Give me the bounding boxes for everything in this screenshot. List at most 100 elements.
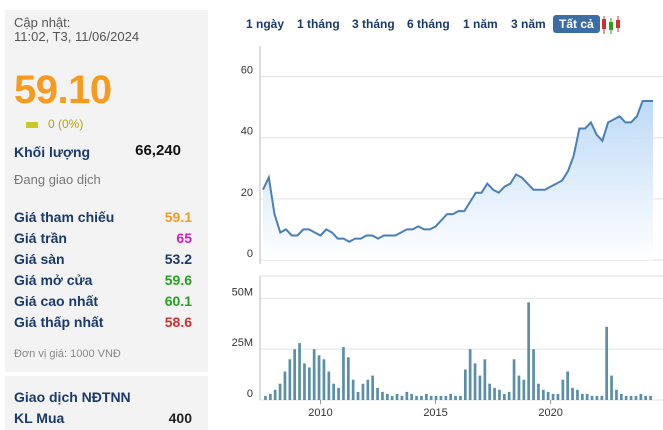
volume-bar <box>595 395 599 400</box>
foreign-trade-title: Giao dịch NĐTNN <box>14 389 131 405</box>
volume-bar <box>439 395 443 400</box>
price-y-tick-label: 20 <box>241 187 253 199</box>
volume-bar <box>498 389 501 400</box>
tab-1-year[interactable]: 1 năm <box>463 17 498 31</box>
volume-bar <box>322 359 326 400</box>
volume-bar <box>273 389 277 400</box>
volume-bar <box>410 393 413 400</box>
tab-3-months[interactable]: 3 tháng <box>352 17 395 31</box>
volume-bar <box>405 391 409 400</box>
volume-bar <box>308 367 311 400</box>
volume-bar <box>478 375 482 400</box>
ref-price-value: 59.1 <box>164 209 192 225</box>
volume-bar <box>483 359 487 400</box>
volume-bar <box>283 371 287 400</box>
floor-price-label: Giá sàn <box>14 251 65 267</box>
high-price-label: Giá cao nhất <box>14 293 99 309</box>
volume-bar <box>605 326 608 400</box>
volume-y-tick-label: 50M <box>232 286 253 298</box>
tab-3-years[interactable]: 3 năm <box>511 17 546 31</box>
volume-bar <box>532 349 535 400</box>
volume-bar <box>517 375 521 400</box>
x-tick-label: 2020 <box>538 407 562 419</box>
volume-bar <box>464 369 467 400</box>
open-price-label: Giá mở cửa <box>14 272 93 288</box>
volume-bar <box>420 395 423 400</box>
volume-bar <box>386 393 389 400</box>
volume-bar <box>488 383 491 400</box>
volume-bar <box>415 395 418 400</box>
volume-bar <box>512 359 516 400</box>
unit-note: Đơn vị giá: 1000 VNĐ <box>14 348 121 360</box>
volume-bar <box>468 349 472 400</box>
volume-bar <box>444 395 448 400</box>
price-volume-chart: 0 20 40 60 0 25M 50M 2010 2015 2020 <box>232 46 663 419</box>
volume-bar <box>312 349 316 400</box>
tab-1-day[interactable]: 1 ngày <box>246 17 285 31</box>
price-y-tick-label: 40 <box>241 126 253 138</box>
volume-bar <box>551 393 555 400</box>
volume-bar <box>425 393 428 400</box>
x-tick-label: 2015 <box>423 407 447 419</box>
candlestick-chart-icon[interactable] <box>600 14 622 36</box>
tab-1-month[interactable]: 1 tháng <box>297 17 340 31</box>
no-change-icon <box>26 122 38 128</box>
volume-y-tick-label: 25M <box>232 337 253 349</box>
volume-bar <box>303 363 306 400</box>
volume-bar <box>546 391 550 400</box>
tab-all[interactable]: Tất cả <box>553 15 600 33</box>
volume-bar <box>264 395 267 400</box>
high-price-value: 60.1 <box>164 293 192 309</box>
ceiling-price-label: Giá trần <box>14 230 67 246</box>
low-price-value: 58.6 <box>164 314 192 330</box>
volume-bar <box>454 395 457 400</box>
volume-bar <box>342 347 345 400</box>
buy-volume-value: 400 <box>168 410 192 426</box>
volume-bar <box>639 393 643 400</box>
ceiling-price-value: 65 <box>176 230 192 246</box>
volume-bar <box>351 379 355 400</box>
low-price-label: Giá thấp nhất <box>14 314 104 330</box>
open-price-value: 59.6 <box>164 272 192 288</box>
volume-bar <box>600 395 604 400</box>
price-change: 0 (0%) <box>48 117 84 131</box>
volume-bar <box>449 393 452 400</box>
volume-bar <box>293 349 296 400</box>
volume-bar <box>434 395 438 400</box>
volume-bar <box>634 395 638 400</box>
trading-status: Đang giao dịch <box>14 172 101 187</box>
volume-label: Khối lượng <box>14 144 91 160</box>
volume-bar <box>590 395 594 400</box>
volume-bar <box>649 395 652 400</box>
volume-bar <box>376 387 379 400</box>
update-time: 11:02, T3, 11/06/2024 <box>14 29 140 44</box>
volume-bar <box>620 393 623 400</box>
volume-bar <box>337 387 340 400</box>
volume-bar <box>381 391 384 400</box>
volume-bar <box>400 395 404 400</box>
volume-bar <box>503 393 506 400</box>
volume-bar <box>644 395 647 400</box>
volume-bar <box>493 387 496 400</box>
update-label: Cập nhật: <box>14 15 71 30</box>
volume-bar <box>522 379 526 400</box>
volume-bar <box>327 371 331 400</box>
volume-bar <box>390 395 394 400</box>
volume-bar <box>527 302 530 400</box>
tab-6-months[interactable]: 6 tháng <box>407 17 450 31</box>
current-price: 59.10 <box>14 68 112 112</box>
volume-bar <box>566 371 569 400</box>
volume-bar <box>585 393 589 400</box>
volume-bar <box>356 391 360 400</box>
x-tick-label: 2010 <box>308 407 332 419</box>
volume-bar <box>317 355 321 400</box>
volume-bar <box>581 393 584 400</box>
price-y-tick-label: 0 <box>247 248 253 260</box>
volume-bar <box>629 395 633 400</box>
price-line <box>262 100 653 243</box>
volume-bar <box>269 393 272 400</box>
volume-bar <box>537 383 540 400</box>
volume-bar <box>395 393 399 400</box>
volume-bar <box>371 375 374 400</box>
volume-y-tick-label: 0 <box>247 388 253 400</box>
